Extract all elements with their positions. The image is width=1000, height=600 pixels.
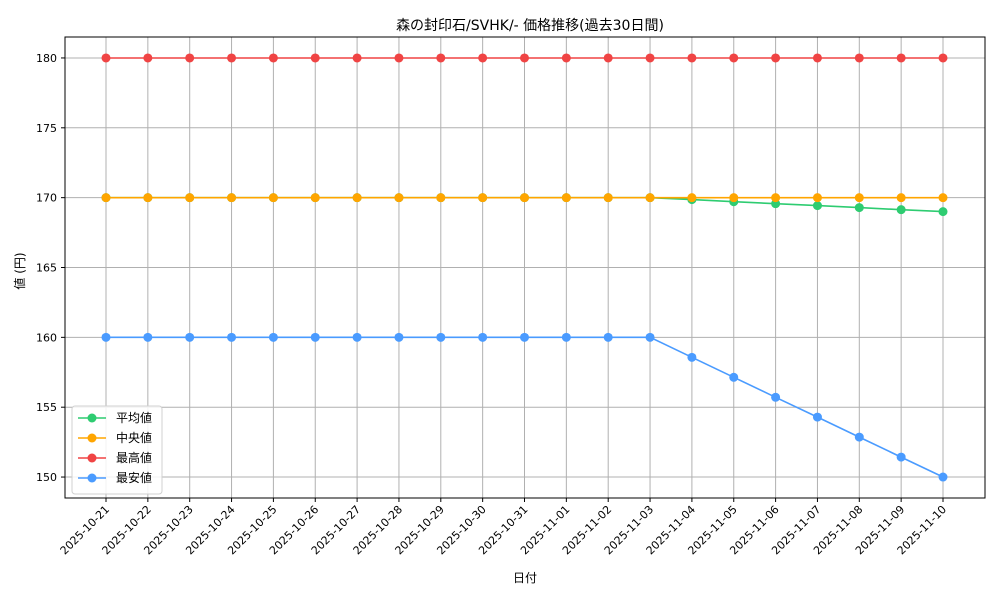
- grid: [65, 37, 985, 498]
- data-point: [520, 193, 529, 203]
- data-point: [938, 472, 948, 482]
- y-tick-label: 175: [36, 122, 57, 135]
- data-point: [938, 193, 948, 203]
- chart-title: 森の封印石/SVHK/- 価格推移(過去30日間): [396, 18, 664, 34]
- data-point: [645, 53, 655, 63]
- data-point: [520, 332, 529, 342]
- y-tick-label: 160: [36, 331, 57, 344]
- data-point: [394, 332, 404, 342]
- data-point: [352, 332, 362, 342]
- data-point: [310, 193, 320, 203]
- series-最高値: [101, 53, 948, 63]
- data-point: [478, 53, 488, 63]
- data-point: [520, 53, 529, 63]
- data-point: [812, 53, 822, 63]
- data-point: [268, 53, 278, 63]
- data-point: [687, 352, 697, 362]
- data-point: [436, 193, 446, 203]
- data-point: [938, 53, 948, 63]
- legend-marker: [87, 473, 97, 483]
- data-point: [478, 193, 488, 203]
- data-point: [854, 193, 864, 203]
- data-point: [896, 452, 906, 462]
- data-point: [603, 193, 613, 203]
- data-point: [854, 203, 864, 213]
- data-point: [771, 392, 781, 402]
- data-point: [143, 332, 153, 342]
- data-point: [143, 53, 153, 63]
- legend-label: 平均値: [116, 410, 152, 425]
- x-axis-label: 日付: [513, 571, 537, 585]
- y-tick-label: 170: [36, 192, 57, 205]
- data-point: [185, 53, 195, 63]
- data-point: [227, 53, 237, 63]
- data-point: [561, 332, 571, 342]
- x-axis: 2025-10-212025-10-222025-10-232025-10-24…: [58, 498, 949, 557]
- data-point: [478, 332, 488, 342]
- data-point: [854, 53, 864, 63]
- data-point: [771, 193, 781, 203]
- data-point: [603, 53, 613, 63]
- data-point: [436, 53, 446, 63]
- data-point: [854, 432, 864, 442]
- data-point: [185, 332, 195, 342]
- data-point: [561, 193, 571, 203]
- data-point: [227, 193, 237, 203]
- data-point: [101, 53, 111, 63]
- data-point: [687, 193, 697, 203]
- data-point: [185, 193, 195, 203]
- series-中央値: [101, 193, 948, 203]
- data-point: [268, 193, 278, 203]
- data-point: [227, 332, 237, 342]
- y-tick-label: 180: [36, 52, 57, 65]
- legend-label: 最安値: [116, 470, 152, 485]
- data-point: [394, 193, 404, 203]
- data-point: [896, 205, 906, 215]
- data-point: [352, 53, 362, 63]
- y-tick-label: 155: [36, 401, 57, 414]
- data-point: [896, 53, 906, 63]
- series-最安値: [101, 332, 948, 482]
- legend-label: 最高値: [116, 450, 152, 465]
- data-point: [729, 53, 739, 63]
- data-point: [645, 332, 655, 342]
- data-point: [645, 193, 655, 203]
- data-point: [812, 201, 822, 211]
- data-point: [101, 332, 111, 342]
- data-point: [729, 193, 739, 203]
- legend-marker: [87, 413, 97, 423]
- y-axis-label: 値 (円): [12, 252, 27, 289]
- data-point: [938, 207, 948, 217]
- legend-marker: [87, 433, 97, 443]
- data-point: [687, 53, 697, 63]
- legend-marker: [87, 453, 97, 463]
- data-point: [771, 53, 781, 63]
- data-point: [268, 332, 278, 342]
- data-point: [812, 193, 822, 203]
- data-point: [436, 332, 446, 342]
- legend-label: 中央値: [116, 430, 152, 445]
- data-point: [352, 193, 362, 203]
- data-point: [310, 53, 320, 63]
- series-layer: [101, 53, 948, 482]
- y-axis: 150 155 160 165 170 175 180: [36, 52, 65, 484]
- data-point: [101, 193, 111, 203]
- y-tick-label: 150: [36, 471, 57, 484]
- data-point: [561, 53, 571, 63]
- data-point: [896, 193, 906, 203]
- data-point: [394, 53, 404, 63]
- data-point: [729, 372, 739, 382]
- legend-box: [71, 405, 163, 495]
- data-point: [812, 412, 822, 422]
- data-point: [310, 332, 320, 342]
- data-point: [143, 193, 153, 203]
- data-point: [603, 332, 613, 342]
- y-tick-label: 165: [36, 262, 57, 275]
